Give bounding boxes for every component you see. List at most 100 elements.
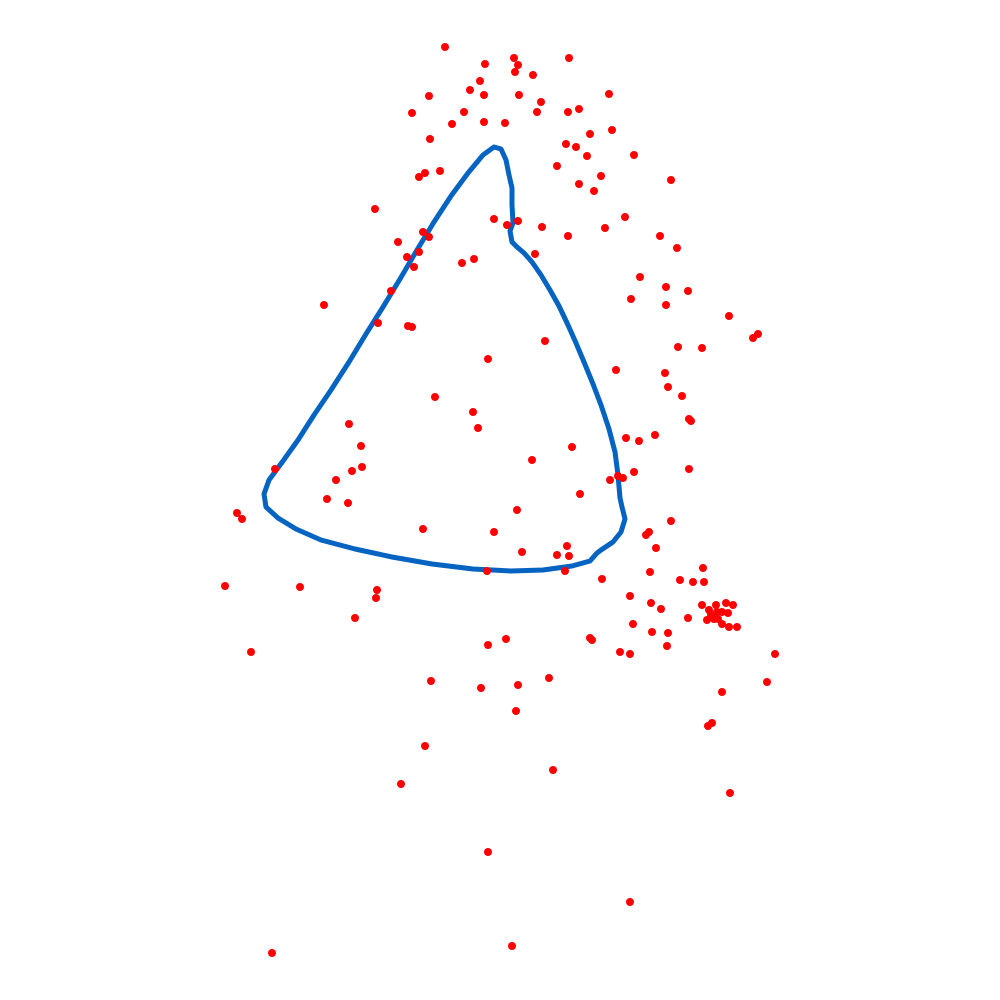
- scatter-point: [646, 568, 654, 576]
- scatter-point: [712, 601, 720, 609]
- scatter-point: [441, 43, 449, 51]
- scatter-point: [553, 551, 561, 559]
- scatter-point: [415, 248, 423, 256]
- scatter-point: [576, 490, 584, 498]
- scatter-point: [271, 465, 279, 473]
- scatter-point: [689, 578, 697, 586]
- scatter-point: [586, 130, 594, 138]
- scatter-point: [636, 273, 644, 281]
- scatter-point: [564, 108, 572, 116]
- scatter-point: [754, 330, 762, 338]
- scatter-point: [725, 623, 733, 631]
- scatter-point: [698, 344, 706, 352]
- scatter-point: [733, 623, 741, 631]
- scatter-point: [718, 608, 726, 616]
- scatter-point: [515, 91, 523, 99]
- scatter-point: [415, 173, 423, 181]
- scatter-point: [490, 528, 498, 536]
- scatter-point: [612, 366, 620, 374]
- scatter-point: [490, 215, 498, 223]
- scatter-point: [572, 143, 580, 151]
- scatter-point: [408, 109, 416, 117]
- scatter-point: [345, 420, 353, 428]
- scatter-point: [703, 616, 711, 624]
- scatter-point: [470, 255, 478, 263]
- scatter-point: [518, 548, 526, 556]
- scatter-point: [590, 187, 598, 195]
- scatter-point: [425, 92, 433, 100]
- scatter-point: [562, 140, 570, 148]
- scatter-point: [667, 517, 675, 525]
- scatter-point: [483, 567, 491, 575]
- scatter-point: [700, 578, 708, 586]
- scatter-point: [687, 417, 695, 425]
- scatter-point: [410, 263, 418, 271]
- scatter-point: [673, 244, 681, 252]
- scatter-point: [621, 213, 629, 221]
- scatter-point: [469, 408, 477, 416]
- scatter-point: [698, 601, 706, 609]
- scatter-point: [565, 552, 573, 560]
- scatter-point: [323, 495, 331, 503]
- scatter-point: [771, 650, 779, 658]
- scatter-point: [575, 180, 583, 188]
- scatter-point: [511, 68, 519, 76]
- scatter-point: [480, 118, 488, 126]
- scatter-point: [531, 250, 539, 258]
- scatter-point: [684, 614, 692, 622]
- scatter-point: [619, 474, 627, 482]
- scatter-point: [704, 722, 712, 730]
- scatter-point: [296, 583, 304, 591]
- scatter-point: [627, 295, 635, 303]
- scatter-point: [426, 135, 434, 143]
- scatter-point: [484, 355, 492, 363]
- scatter-point: [425, 233, 433, 241]
- scatter-point: [729, 601, 737, 609]
- closed-curve-line: [261, 144, 628, 574]
- scatter-point: [476, 77, 484, 85]
- scatter-point: [372, 594, 380, 602]
- scatter-point: [538, 223, 546, 231]
- scatter-point: [718, 688, 726, 696]
- scatter-point: [699, 564, 707, 572]
- scatter-point: [514, 217, 522, 225]
- scatter-point: [722, 599, 730, 607]
- scatter-point: [427, 677, 435, 685]
- scatter-point: [626, 592, 634, 600]
- scatter-point: [664, 383, 672, 391]
- scatter-point: [561, 567, 569, 575]
- scatter-point: [605, 90, 613, 98]
- scatter-point: [528, 456, 536, 464]
- scatter-point: [597, 172, 605, 180]
- scatter-point: [598, 575, 606, 583]
- scatter-point: [662, 301, 670, 309]
- scatter-point: [387, 287, 395, 295]
- scatter-point: [553, 162, 561, 170]
- scatter-point: [724, 609, 732, 617]
- scatter-point: [656, 232, 664, 240]
- scatter-point: [718, 620, 726, 628]
- scatter-point: [648, 628, 656, 636]
- scatter-point: [630, 151, 638, 159]
- scatter-point: [502, 635, 510, 643]
- scatter-point: [421, 169, 429, 177]
- scatter-point: [474, 424, 482, 432]
- scatter-point: [652, 544, 660, 552]
- scatter-point: [348, 467, 356, 475]
- scatter-point: [545, 674, 553, 682]
- scatter-point: [466, 86, 474, 94]
- scatter-point: [568, 443, 576, 451]
- scatter-point: [664, 629, 672, 637]
- scatter-point: [575, 105, 583, 113]
- scatter-point: [622, 434, 630, 442]
- scatter-point: [667, 176, 675, 184]
- scatter-point: [674, 343, 682, 351]
- scatter-point: [616, 648, 624, 656]
- scatter-point: [533, 108, 541, 116]
- scatter-point: [484, 848, 492, 856]
- scatter-point: [537, 98, 545, 106]
- scatter-point: [481, 60, 489, 68]
- scatter-point: [501, 119, 509, 127]
- scatter-point: [529, 71, 537, 79]
